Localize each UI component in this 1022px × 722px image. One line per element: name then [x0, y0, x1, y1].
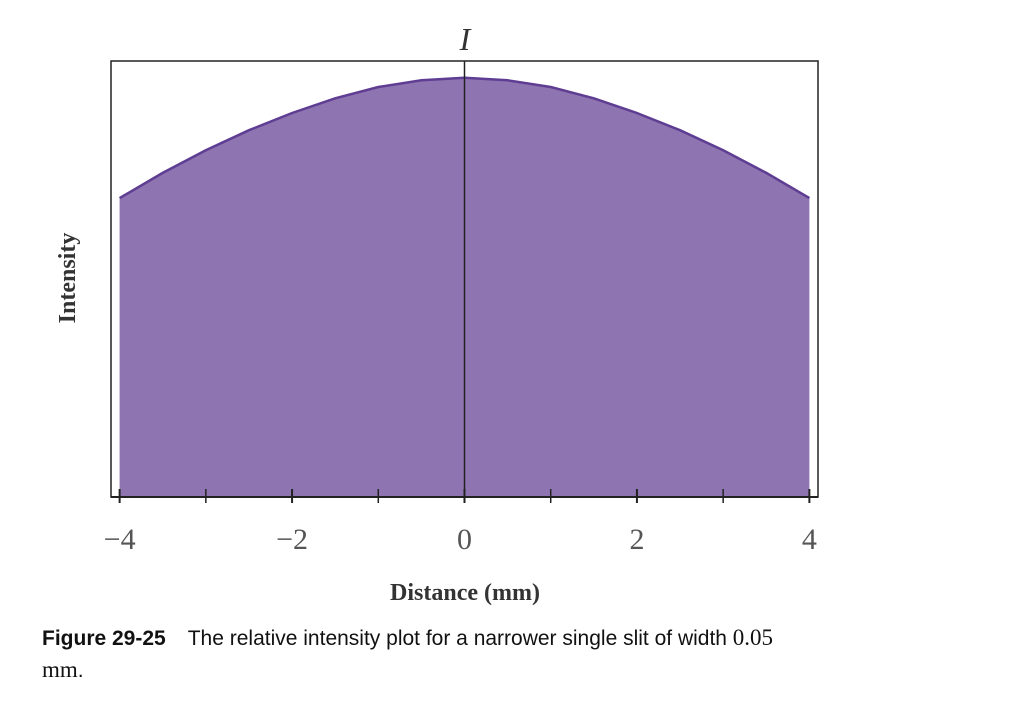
x-axis-label: Distance (mm) [390, 580, 540, 606]
x-tick-label: 2 [629, 523, 644, 556]
figure-number: Figure 29-25 [42, 627, 166, 650]
caption-text: The relative intensity plot for a narrow… [187, 627, 733, 650]
plot-layer [110, 60, 819, 498]
caption-period: . [77, 659, 84, 682]
x-tick-label: −2 [276, 523, 308, 556]
x-tick-label: 4 [802, 523, 817, 556]
intensity-chart: −4 −2 0 2 4 I Intensity Distance (mm) [55, 21, 819, 606]
x-tick-label: 0 [457, 523, 472, 556]
intensity-symbol-label: I [459, 21, 472, 57]
x-tick-label: −4 [104, 523, 136, 556]
ticks-layer: −4 −2 0 2 4 [104, 489, 817, 556]
caption-slit-width: 0.05 mm [42, 625, 779, 682]
y-axis-label: Intensity [55, 233, 81, 324]
figure-caption: Figure 29-25 The relative intensity plot … [42, 622, 802, 686]
